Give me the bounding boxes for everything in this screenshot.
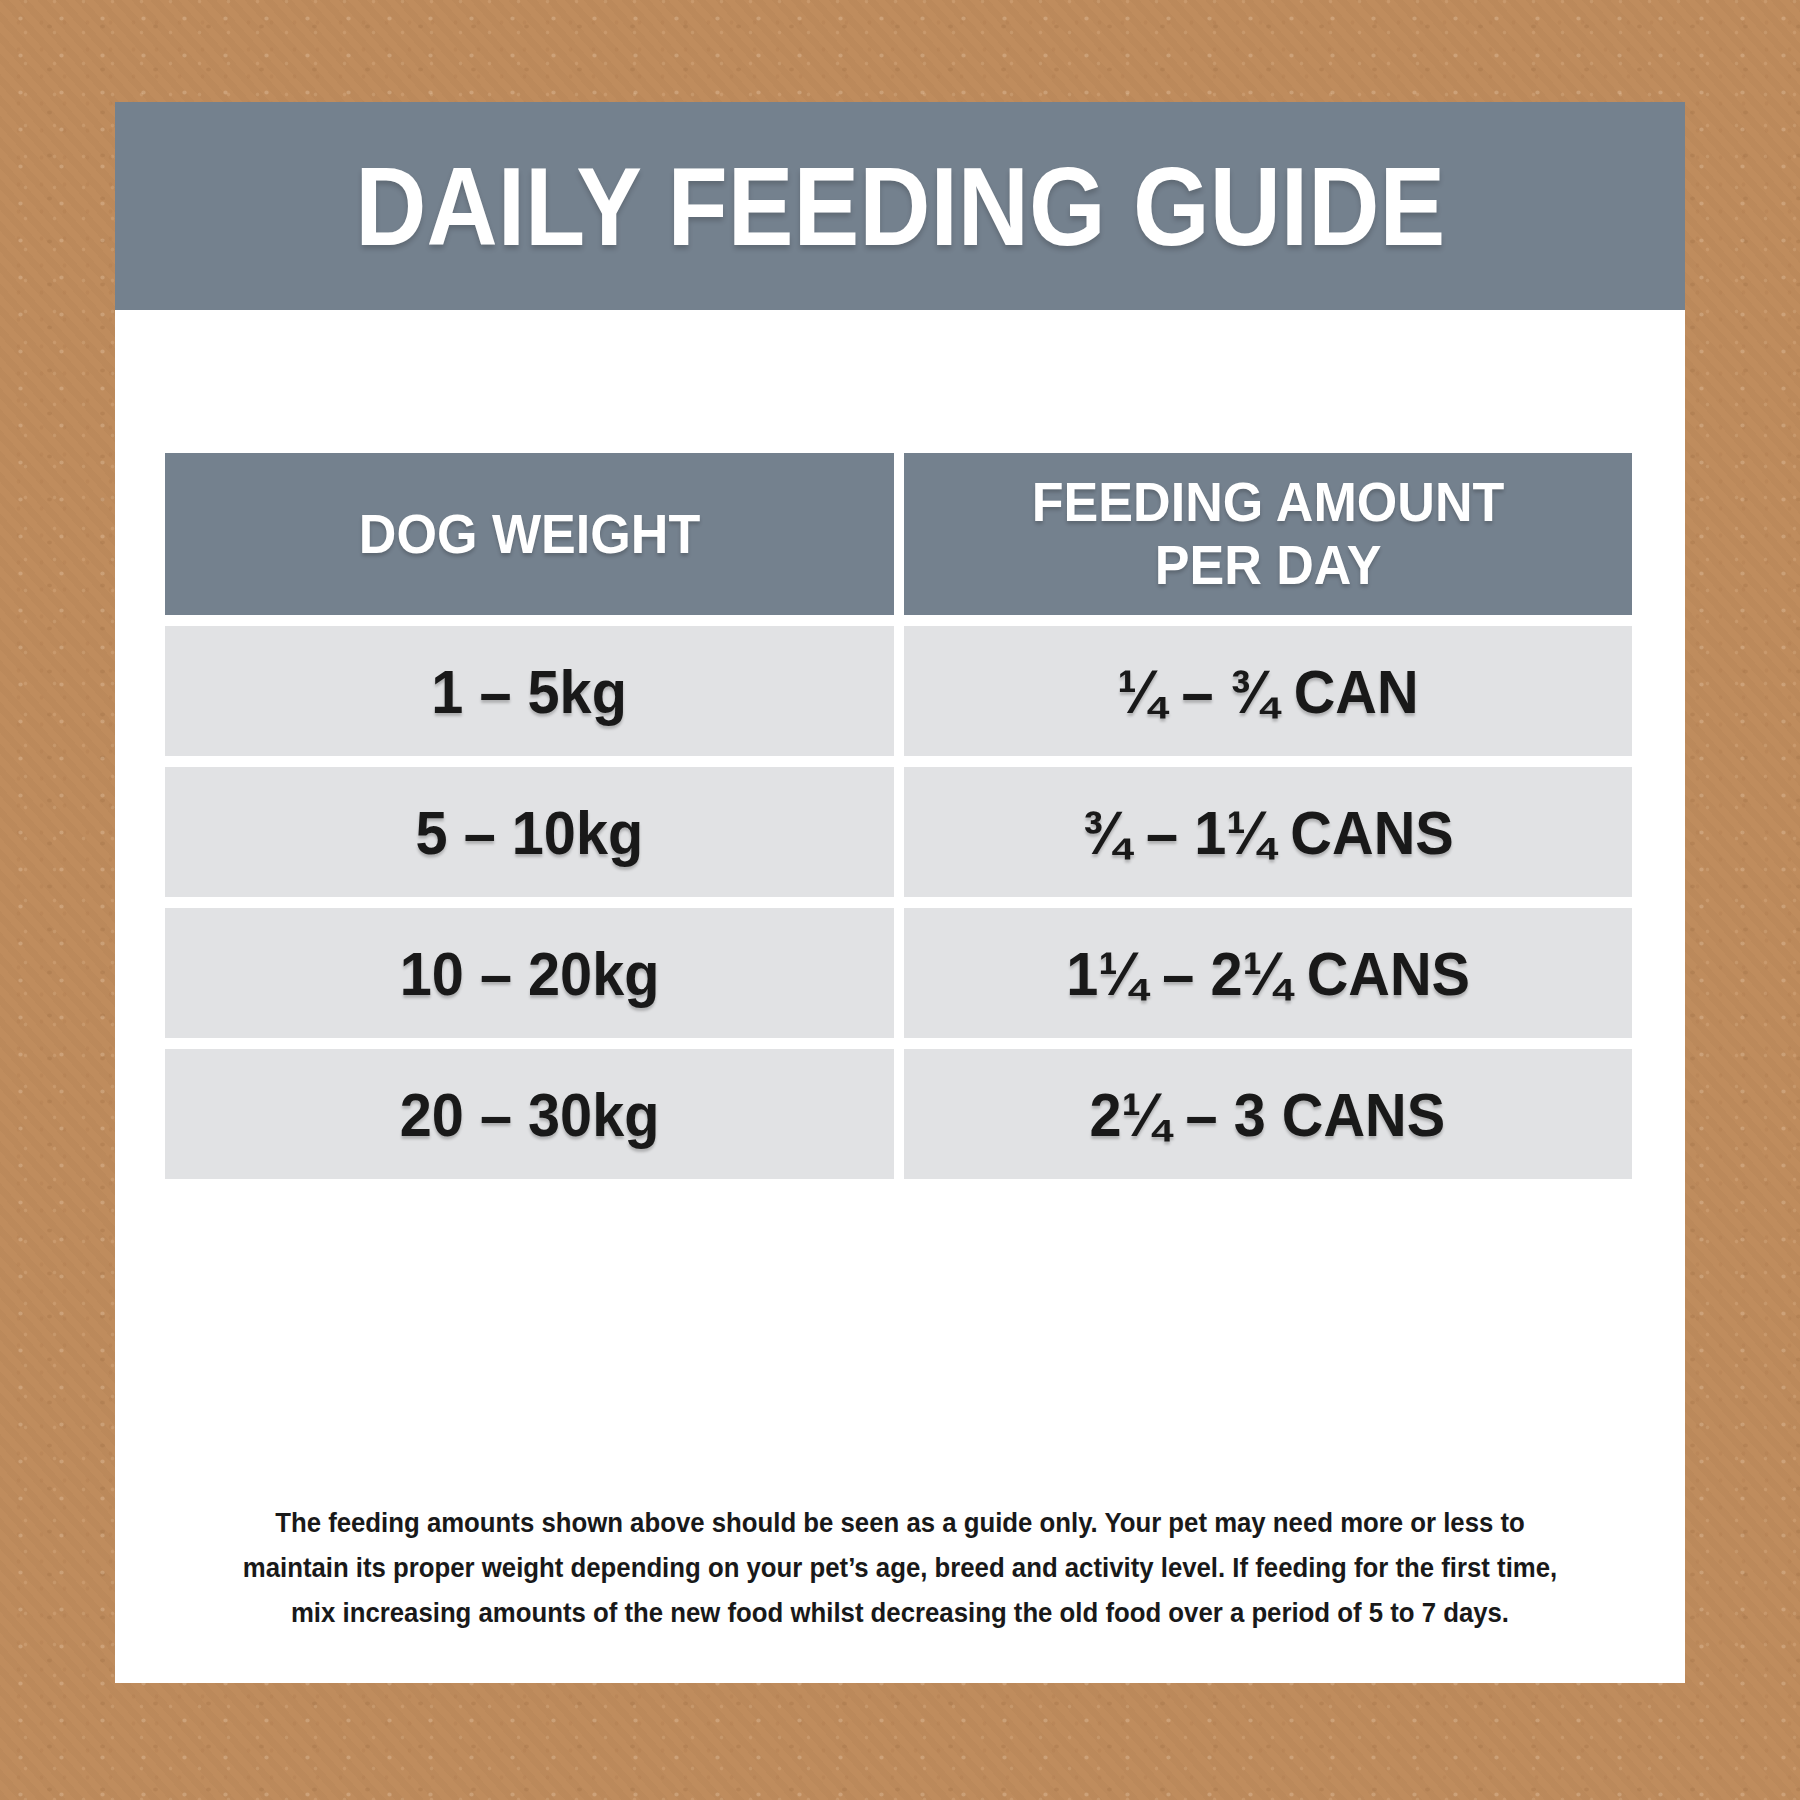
feeding-amount-value: 1¼ – 2¼ CANS xyxy=(1066,938,1470,1009)
feeding-amount-value: ¾ – 1¼ CANS xyxy=(1082,797,1454,868)
dog-weight-cell: 20 – 30kg xyxy=(165,1049,894,1179)
column-header-dog-weight: DOG WEIGHT xyxy=(165,453,894,615)
column-header-dog-weight-label: DOG WEIGHT xyxy=(359,503,700,566)
feeding-amount-value: 2¼ – 3 CANS xyxy=(1090,1079,1446,1150)
dog-weight-value: 20 – 30kg xyxy=(399,1079,659,1150)
feeding-amount-cell: ¼ – ¾ CAN xyxy=(904,626,1633,756)
feeding-note: The feeding amounts shown above should b… xyxy=(215,1500,1586,1635)
feeding-guide-panel: DAILY FEEDING GUIDE DOG WEIGHT FEEDING A… xyxy=(115,102,1685,1683)
textured-background: DAILY FEEDING GUIDE DOG WEIGHT FEEDING A… xyxy=(0,0,1800,1800)
dog-weight-cell: 1 – 5kg xyxy=(165,626,894,756)
title-bar: DAILY FEEDING GUIDE xyxy=(115,102,1685,310)
dog-weight-value: 10 – 20kg xyxy=(399,938,659,1009)
feeding-amount-value: ¼ – ¾ CAN xyxy=(1117,656,1418,727)
feeding-table: DOG WEIGHT FEEDING AMOUNT PER DAY 1 – 5k… xyxy=(165,453,1632,1179)
page-title: DAILY FEEDING GUIDE xyxy=(355,142,1445,271)
dog-weight-cell: 10 – 20kg xyxy=(165,908,894,1038)
feeding-note-line: maintain its proper weight depending on … xyxy=(215,1545,1586,1590)
feeding-note-line: The feeding amounts shown above should b… xyxy=(215,1500,1586,1545)
column-header-feeding-amount-label: FEEDING AMOUNT PER DAY xyxy=(1031,471,1504,596)
feeding-amount-cell: 2¼ – 3 CANS xyxy=(904,1049,1633,1179)
feeding-amount-cell: 1¼ – 2¼ CANS xyxy=(904,908,1633,1038)
dog-weight-cell: 5 – 10kg xyxy=(165,767,894,897)
dog-weight-value: 1 – 5kg xyxy=(431,656,627,727)
dog-weight-value: 5 – 10kg xyxy=(415,797,643,868)
column-header-feeding-amount: FEEDING AMOUNT PER DAY xyxy=(904,453,1633,615)
feeding-note-line: mix increasing amounts of the new food w… xyxy=(215,1590,1586,1635)
feeding-amount-cell: ¾ – 1¼ CANS xyxy=(904,767,1633,897)
